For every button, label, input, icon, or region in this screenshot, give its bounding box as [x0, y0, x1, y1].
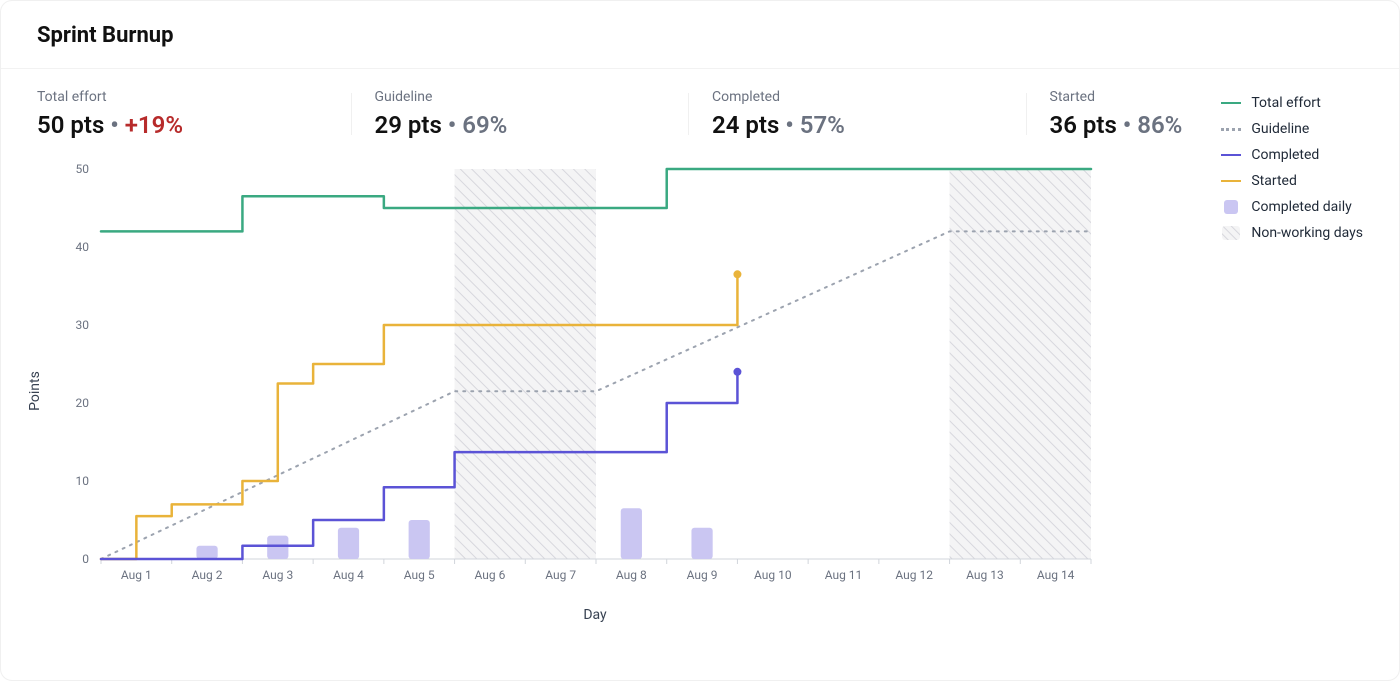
- stat-value: 24 pts • 57%: [712, 111, 1002, 139]
- stat-suffix: 69%: [462, 111, 507, 139]
- stat-suffix: 57%: [800, 111, 845, 139]
- svg-text:Aug 13: Aug 13: [966, 568, 1004, 582]
- stat-separator: •: [104, 111, 124, 139]
- stats-row: Total effort 50 pts • +19% Guideline 29 …: [1, 69, 1399, 151]
- legend-label: Non-working days: [1251, 225, 1363, 241]
- legend-label: Completed: [1251, 147, 1319, 163]
- stat-value: 50 pts • +19%: [37, 111, 327, 139]
- legend-item-nonworking: Non-working days: [1221, 225, 1363, 241]
- svg-text:50: 50: [76, 162, 90, 176]
- stat-suffix: 86%: [1137, 111, 1182, 139]
- legend-item-completed-daily: Completed daily: [1221, 199, 1363, 215]
- card-header: Sprint Burnup: [1, 1, 1399, 69]
- svg-text:20: 20: [76, 396, 90, 410]
- svg-text:Aug 9: Aug 9: [687, 568, 718, 582]
- legend-item-total-effort: Total effort: [1221, 95, 1363, 111]
- svg-text:Aug 12: Aug 12: [895, 568, 933, 582]
- legend-swatch-hatched-icon: [1221, 226, 1241, 240]
- legend-label: Guideline: [1251, 121, 1309, 137]
- x-axis-label: Day: [31, 607, 1159, 623]
- stat-separator: •: [1117, 111, 1137, 139]
- svg-text:Aug 10: Aug 10: [754, 568, 792, 582]
- stat-value-number: 50 pts: [37, 111, 104, 139]
- legend-item-completed: Completed: [1221, 147, 1363, 163]
- burnup-chart-svg: 0 10 20 30 40 50 Aug 1 Aug 2 Aug 3 Aug 4 Aug 5 Aug …: [31, 159, 1101, 589]
- svg-text:Aug 11: Aug 11: [825, 568, 863, 582]
- svg-text:Aug 7: Aug 7: [545, 568, 576, 582]
- svg-text:Aug 14: Aug 14: [1037, 568, 1075, 582]
- chart-legend: Total effort Guideline Completed Started…: [1221, 95, 1363, 241]
- svg-text:10: 10: [76, 474, 90, 488]
- legend-item-guideline: Guideline: [1221, 121, 1363, 137]
- stat-total-effort: Total effort 50 pts • +19%: [37, 89, 351, 139]
- svg-text:Aug 4: Aug 4: [333, 568, 364, 582]
- svg-text:Aug 3: Aug 3: [262, 568, 293, 582]
- stat-value-number: 29 pts: [375, 111, 442, 139]
- burnup-card: Sprint Burnup Total effort 50 pts • +19%…: [0, 0, 1400, 681]
- svg-text:Aug 6: Aug 6: [475, 568, 506, 582]
- legend-swatch-line-icon: [1221, 148, 1241, 162]
- svg-text:40: 40: [76, 240, 90, 254]
- legend-swatch-bar-icon: [1221, 200, 1241, 214]
- legend-swatch-line-icon: [1221, 174, 1241, 188]
- stat-separator: •: [442, 111, 462, 139]
- svg-text:Aug 8: Aug 8: [616, 568, 647, 582]
- legend-label: Total effort: [1251, 95, 1321, 111]
- stat-value: 29 pts • 69%: [375, 111, 665, 139]
- legend-swatch-dashed-icon: [1221, 122, 1241, 136]
- stat-separator: •: [779, 111, 799, 139]
- svg-text:Aug 5: Aug 5: [404, 568, 435, 582]
- chart-area: Points 01020304050Aug 1Aug 2Aug 3Aug 4Au…: [31, 159, 1159, 623]
- svg-text:0: 0: [82, 552, 89, 566]
- stat-label: Completed: [712, 89, 1002, 105]
- stat-label: Guideline: [375, 89, 665, 105]
- legend-swatch-line-icon: [1221, 96, 1241, 110]
- svg-text:Aug 1: Aug 1: [121, 568, 152, 582]
- stat-label: Total effort: [37, 89, 327, 105]
- svg-text:Aug 2: Aug 2: [192, 568, 223, 582]
- stat-guideline: Guideline 29 pts • 69%: [351, 89, 689, 139]
- legend-item-started: Started: [1221, 173, 1363, 189]
- legend-label: Started: [1251, 173, 1297, 189]
- stat-value-number: 36 pts: [1050, 111, 1117, 139]
- y-axis-label: Points: [27, 371, 43, 411]
- chart-title: Sprint Burnup: [37, 23, 1363, 48]
- stat-value-number: 24 pts: [712, 111, 779, 139]
- svg-text:30: 30: [76, 318, 90, 332]
- stat-completed: Completed 24 pts • 57%: [688, 89, 1026, 139]
- stat-suffix: +19%: [125, 111, 183, 139]
- legend-label: Completed daily: [1251, 199, 1351, 215]
